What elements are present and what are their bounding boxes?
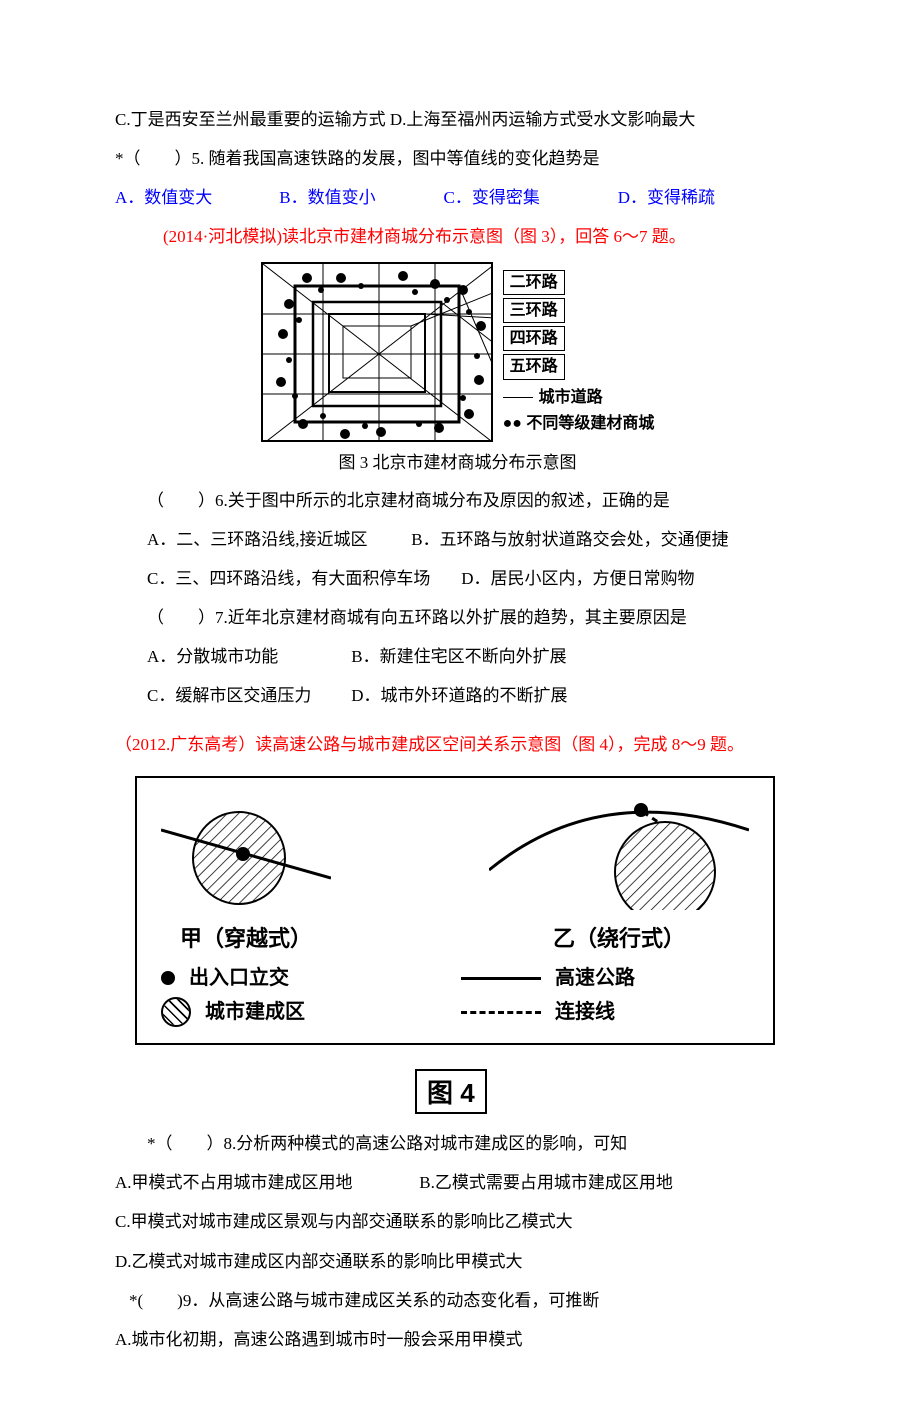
q7-b: B．新建住宅区不断向外扩展 [351, 637, 566, 676]
hatch-icon [161, 997, 191, 1027]
leg-dash: 连接线 [555, 995, 615, 1029]
fig4-yi: 乙（绕行式） [489, 800, 749, 953]
q8-stem: *（ ）8.分析两种模式的高速公路对城市建成区的影响，可知 [115, 1124, 800, 1163]
q7-d: D．城市外环道路的不断扩展 [351, 676, 567, 715]
figure-3: 二环路 三环路 四环路 五环路 城市道路 ●● 不同等级建材商城 [115, 262, 800, 447]
dash-line-icon [461, 1011, 541, 1014]
fig3-map [261, 262, 493, 442]
q5-stem: *（ ）5. 随着我国高速铁路的发展，图中等值线的变化趋势是 [115, 139, 800, 178]
fig3-caption: 图 3 北京市建材商城分布示意图 [115, 449, 800, 476]
leg-solid: 高速公路 [555, 961, 635, 995]
leg-hatch: 城市建成区 [205, 995, 305, 1029]
yi-label: 乙（绕行式） [489, 921, 749, 953]
legend-item: 城市道路 [539, 386, 603, 409]
q8-d: D.乙模式对城市建成区内部交通联系的影响比甲模式大 [115, 1242, 800, 1281]
q7-text: 近年北京建材商城有向五环路以外扩展的趋势，其主要原因是 [228, 608, 687, 627]
fig4-jia: 甲（穿越式） [161, 800, 331, 953]
q8-b: B.乙模式需要占用城市建成区用地 [419, 1163, 673, 1202]
opt-c: C.丁是西安至兰州最重要的运输方式 [115, 110, 386, 129]
intro67-rest: 读北京市建材商城分布示意图（图 3），回答 6～7 题。 [282, 227, 686, 246]
jia-label: 甲（穿越式） [161, 921, 331, 953]
q7-row1: A．分散城市功能 B．新建住宅区不断向外扩展 [115, 637, 800, 676]
legend-item: 三环路 [503, 298, 565, 323]
q7-a: A．分散城市功能 [147, 637, 347, 676]
q6-text: 关于图中所示的北京建材商城分布及原因的叙述，正确的是 [228, 491, 670, 510]
q5-text: 随着我国高速铁路的发展，图中等值线的变化趋势是 [209, 149, 600, 168]
q8-a: A.甲模式不占用城市建成区用地 [115, 1163, 415, 1202]
q8-prefix: *（ ）8. [147, 1134, 236, 1153]
q7-prefix: （ ）7. [147, 608, 228, 627]
q8-text: 分析两种模式的高速公路对城市建成区的影响，可知 [236, 1134, 627, 1153]
q8-c: C.甲模式对城市建成区景观与内部交通联系的影响比乙模式大 [115, 1202, 800, 1241]
q6-stem: （ ）6.关于图中所示的北京建材商城分布及原因的叙述，正确的是 [115, 481, 800, 520]
q8-row-ab: A.甲模式不占用城市建成区用地 B.乙模式需要占用城市建成区用地 [115, 1163, 800, 1202]
q6-row2: C．三、四环路沿线，有大面积停车场 D．居民小区内，方便日常购物 [115, 559, 800, 598]
dot-icon [161, 971, 175, 985]
legend-item: 四环路 [503, 326, 565, 351]
q5-c: C．变得密集 [444, 178, 614, 217]
fig3-legend: 二环路 三环路 四环路 五环路 城市道路 ●● 不同等级建材商城 [503, 270, 655, 435]
q6-c: C．三、四环路沿线，有大面积停车场 [147, 559, 457, 598]
fig4-legend: 出入口立交 高速公路 城市建成区 连接线 [161, 961, 749, 1029]
q9-stem: *( )9．从高速公路与城市建成区关系的动态变化看，可推断 [115, 1281, 800, 1320]
q6-b: B．五环路与放射状道路交会处，交通便捷 [411, 520, 728, 559]
intro-6-7: (2014·河北模拟)读北京市建材商城分布示意图（图 3），回答 6～7 题。 [115, 217, 800, 256]
q5-d: D．变得稀疏 [618, 178, 715, 217]
opt-d: D.上海至福州丙运输方式受水文影响最大 [390, 110, 696, 129]
intro-8-9: （2012.广东高考）读高速公路与城市建成区空间关系示意图（图 4），完成 8～… [115, 725, 800, 764]
q6-row1: A．二、三环路沿线,接近城区 B．五环路与放射状道路交会处，交通便捷 [115, 520, 800, 559]
q7-row2: C．缓解市区交通压力 D．城市外环道路的不断扩展 [115, 676, 800, 715]
solid-line-icon [461, 977, 541, 980]
figure-4: 甲（穿越式） 乙（绕行式） 出入口立交 高速公路 城市建成区 [135, 776, 775, 1045]
q6-a: A．二、三环路沿线,接近城区 [147, 520, 407, 559]
legend-item: 二环路 [503, 270, 565, 295]
q5-a: A．数值变大 [115, 178, 275, 217]
q5-b: B．数值变小 [279, 178, 439, 217]
q5-prefix: *（ ）5. [115, 149, 204, 168]
q9-text: 从高速公路与城市建成区关系的动态变化看，可推断 [208, 1291, 599, 1310]
fig4-title: 图 4 [415, 1069, 487, 1114]
leg-dot: 出入口立交 [189, 961, 289, 995]
q7-stem: （ ）7.近年北京建材商城有向五环路以外扩展的趋势，其主要原因是 [115, 598, 800, 637]
q5-options: A．数值变大 B．数值变小 C．变得密集 D．变得稀疏 [115, 178, 800, 217]
q9-prefix: *( )9． [129, 1291, 208, 1310]
legend-item: ●● 不同等级建材商城 [503, 412, 655, 435]
legend-item: 五环路 [503, 354, 565, 379]
q6-prefix: （ ）6. [147, 491, 228, 510]
q4-option-cd: C.丁是西安至兰州最重要的运输方式 D.上海至福州丙运输方式受水文影响最大 [115, 100, 800, 139]
intro67-src: (2014·河北模拟) [163, 227, 282, 246]
q7-c: C．缓解市区交通压力 [147, 676, 347, 715]
q9-a: A.城市化初期，高速公路遇到城市时一般会采用甲模式 [115, 1320, 800, 1359]
q6-d: D．居民小区内，方便日常购物 [461, 559, 694, 598]
